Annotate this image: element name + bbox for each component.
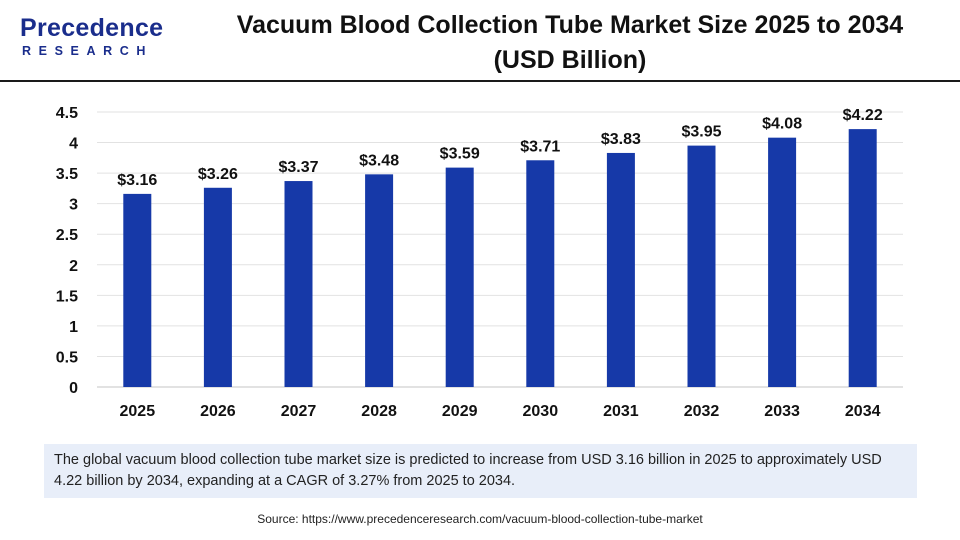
y-tick-label: 2.5 [56, 227, 78, 244]
data-label: $3.37 [278, 159, 318, 176]
x-tick-label: 2033 [764, 403, 800, 420]
x-tick-label: 2032 [684, 403, 720, 420]
logo-subtitle: RESEARCH [22, 44, 153, 58]
x-tick-label: 2027 [281, 403, 317, 420]
y-tick-label: 4.5 [56, 105, 78, 122]
chart-title-line-1: Vacuum Blood Collection Tube Market Size… [236, 11, 904, 39]
bar [284, 181, 313, 387]
x-tick-label: 2029 [442, 403, 478, 420]
data-label: $3.83 [601, 131, 641, 148]
y-tick-label: 3.5 [56, 166, 78, 183]
x-tick-label: 2031 [603, 403, 639, 420]
bar-chart: 0 0.5 1 1.5 2 2.5 3 3.5 4 4.5 $3.16 $3.26 $3.37 $3.4… [56, 105, 903, 420]
bar [606, 152, 635, 387]
bar [123, 193, 152, 387]
y-tick-label: 4 [69, 136, 78, 153]
brand-logo: Precedence RESEARCH [18, 14, 168, 64]
x-tick-label: 2034 [845, 403, 881, 420]
data-label: $3.95 [681, 124, 721, 141]
description-box: The global vacuum blood collection tube … [44, 444, 917, 498]
bar [526, 160, 555, 387]
y-tick-label: 3 [69, 197, 78, 214]
x-axis-ticks: 2025 2026 2027 2028 2029 2030 2031 2032 2033 2034 [120, 403, 881, 420]
chart-title: Vacuum Blood Collection Tube Market Size… [190, 8, 950, 78]
bar [203, 187, 232, 387]
logo-wordmark: Precedence [20, 14, 164, 42]
source-text: Source: https://www.precedenceresearch.c… [257, 512, 703, 526]
y-tick-label: 0 [69, 380, 78, 397]
bar [445, 167, 474, 387]
y-tick-label: 0.5 [56, 349, 78, 366]
data-label: $4.08 [762, 116, 802, 133]
data-label: $3.59 [440, 146, 480, 163]
data-label: $3.16 [117, 172, 157, 189]
bar [768, 137, 797, 387]
data-labels: $3.16 $3.26 $3.37 $3.48 $3.59 $3.71 $3.83 $3.95… [117, 107, 883, 189]
data-label: $4.22 [843, 107, 883, 124]
data-label: $3.71 [520, 138, 560, 155]
bars [123, 129, 877, 387]
chart-title-line-2: (USD Billion) [493, 46, 647, 74]
data-label: $3.26 [198, 166, 238, 183]
bar [848, 129, 877, 387]
y-tick-label: 1 [69, 319, 78, 336]
x-tick-label: 2025 [120, 403, 156, 420]
y-tick-label: 2 [69, 258, 78, 275]
y-tick-label: 1.5 [56, 288, 78, 305]
title-divider [0, 80, 960, 82]
bar [365, 174, 394, 387]
x-tick-label: 2028 [361, 403, 397, 420]
y-axis-ticks: 0 0.5 1 1.5 2 2.5 3 3.5 4 4.5 [56, 105, 78, 397]
x-tick-label: 2026 [200, 403, 236, 420]
x-tick-label: 2030 [523, 403, 559, 420]
bar [687, 145, 716, 387]
data-label: $3.48 [359, 152, 399, 169]
